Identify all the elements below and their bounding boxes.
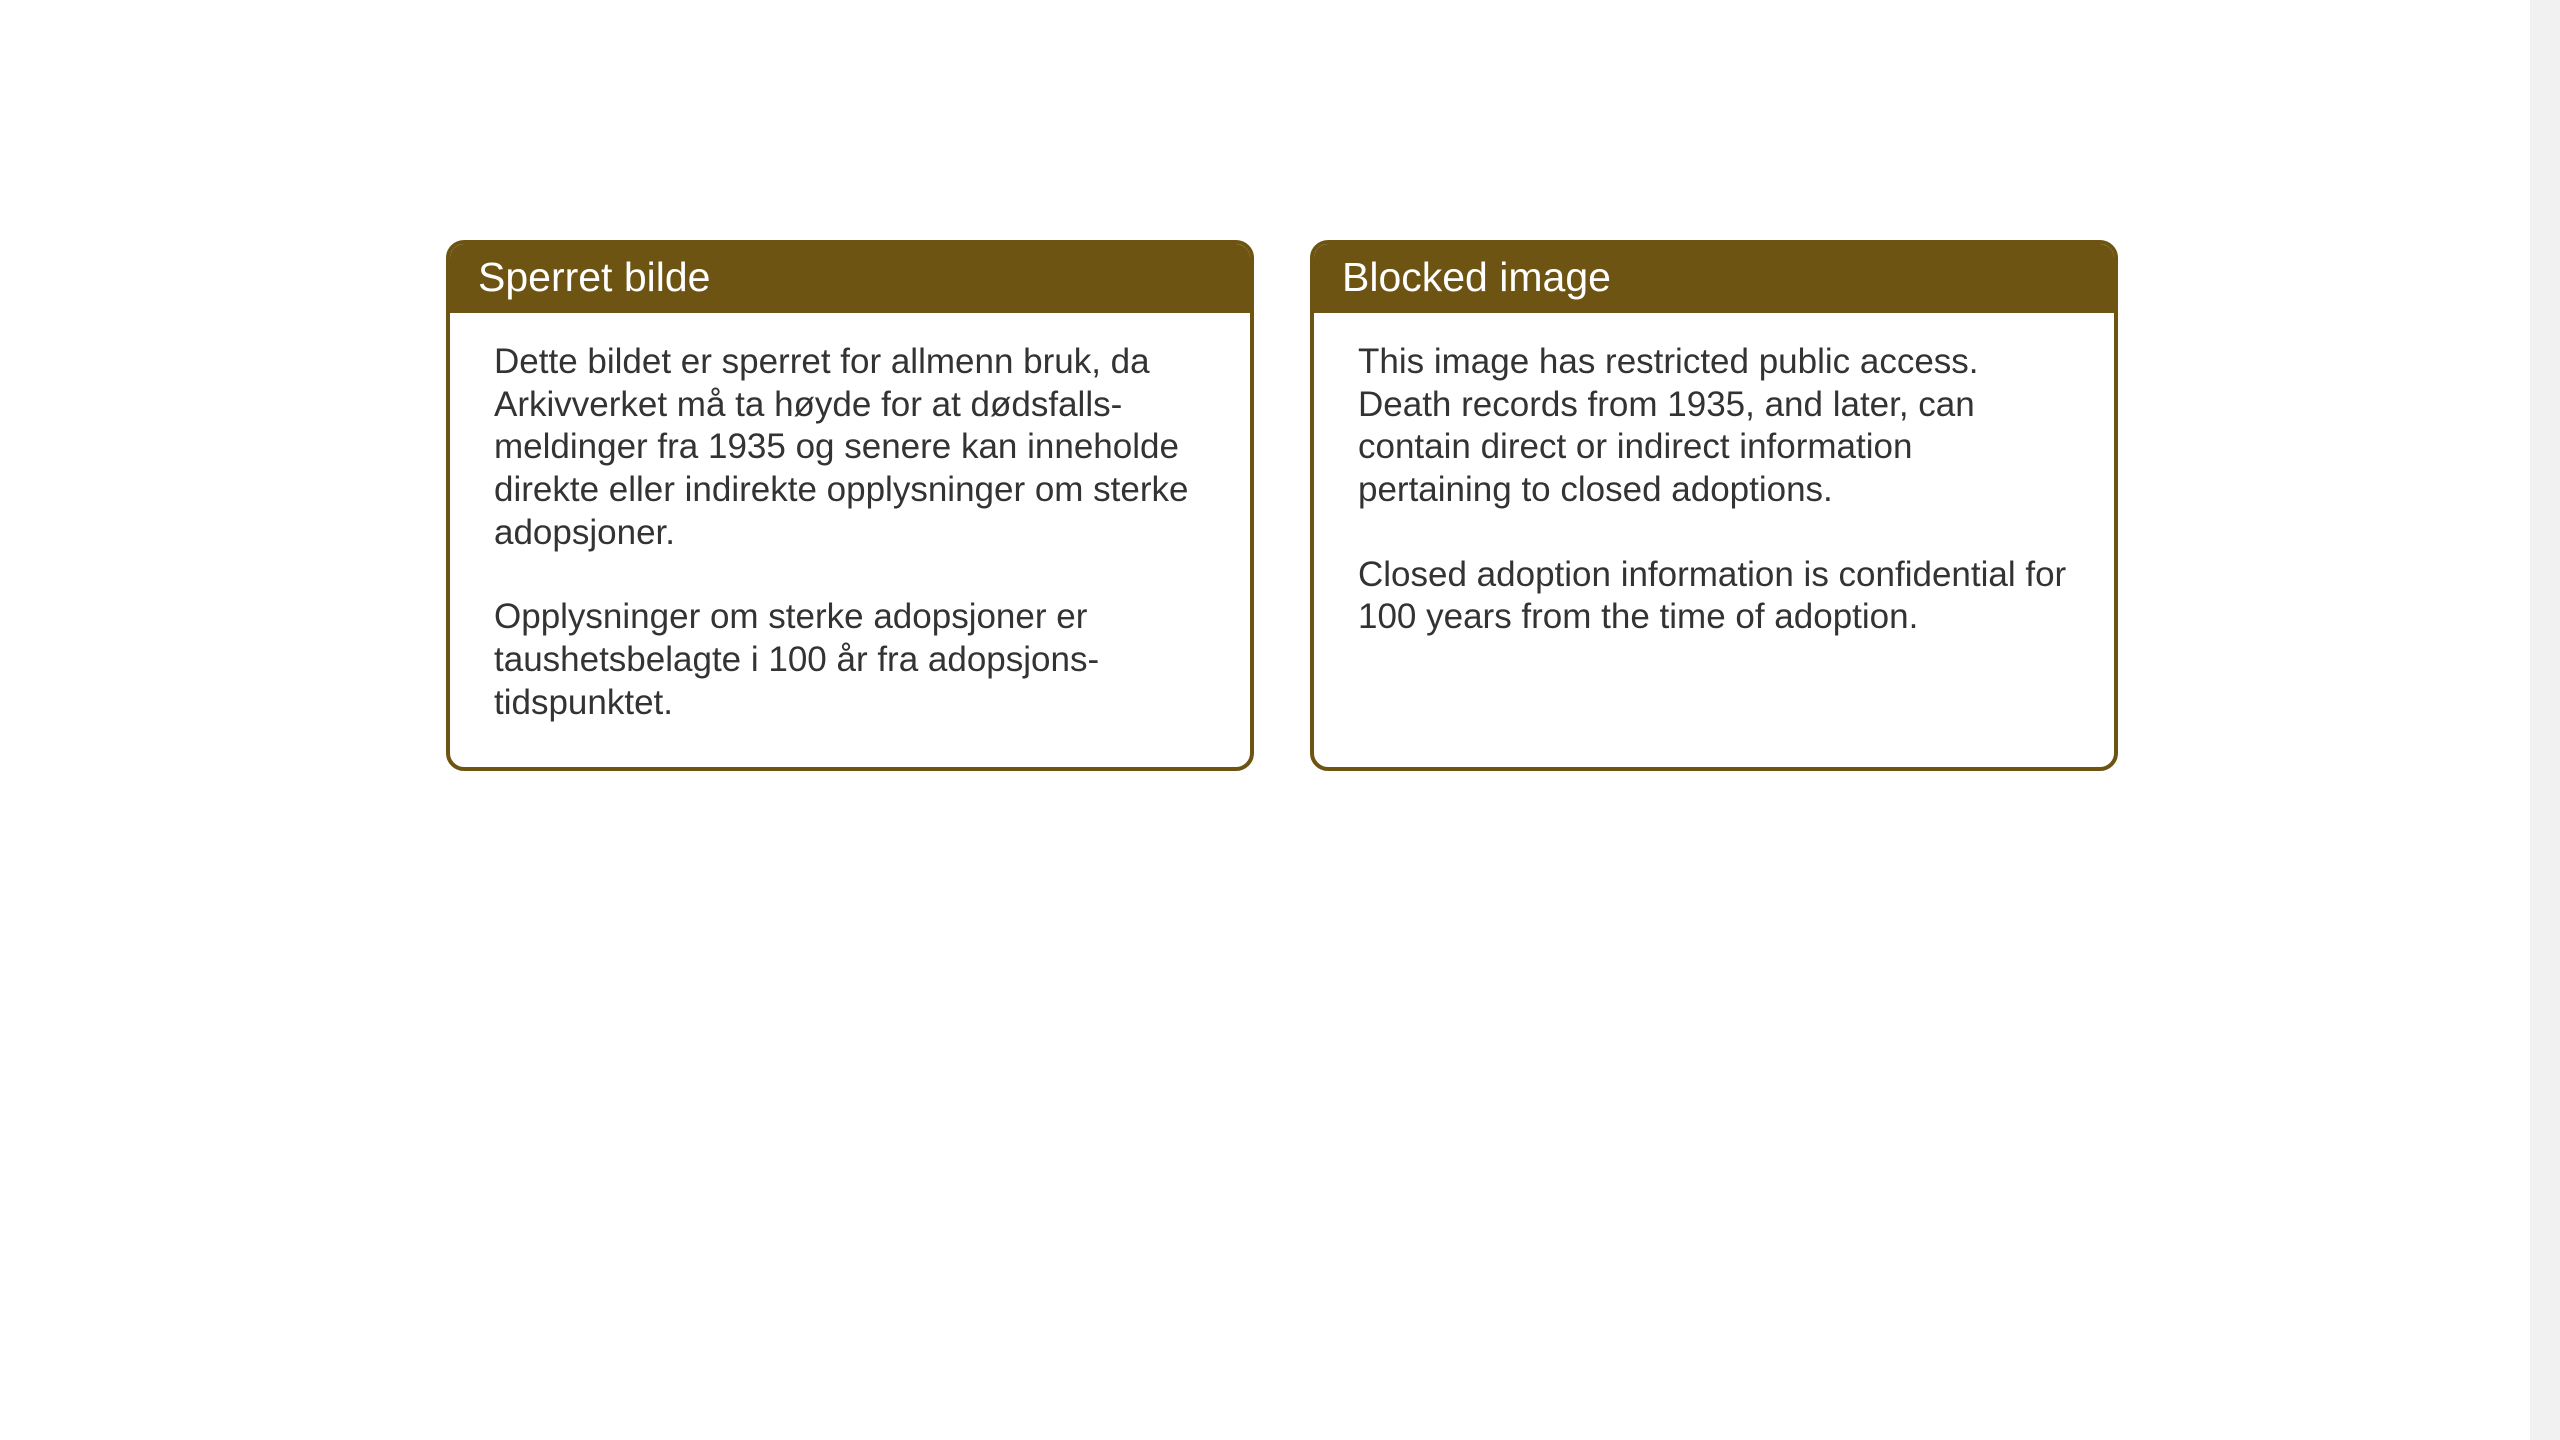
notice-header-english: Blocked image xyxy=(1314,244,2114,313)
notice-title-english: Blocked image xyxy=(1342,254,1611,300)
scrollbar-track[interactable] xyxy=(2530,0,2560,1440)
notice-paragraph-2-english: Closed adoption information is confident… xyxy=(1358,554,2070,639)
notice-card-norwegian: Sperret bilde Dette bildet er sperret fo… xyxy=(446,240,1254,771)
notice-paragraph-2-norwegian: Opplysninger om sterke adopsjoner er tau… xyxy=(494,596,1206,724)
notice-title-norwegian: Sperret bilde xyxy=(478,254,710,300)
notice-body-english: This image has restricted public access.… xyxy=(1314,313,2114,681)
notice-paragraph-1-norwegian: Dette bildet er sperret for allmenn bruk… xyxy=(494,341,1206,554)
notice-container: Sperret bilde Dette bildet er sperret fo… xyxy=(446,240,2118,771)
notice-paragraph-1-english: This image has restricted public access.… xyxy=(1358,341,2070,512)
notice-header-norwegian: Sperret bilde xyxy=(450,244,1250,313)
notice-card-english: Blocked image This image has restricted … xyxy=(1310,240,2118,771)
notice-body-norwegian: Dette bildet er sperret for allmenn bruk… xyxy=(450,313,1250,767)
